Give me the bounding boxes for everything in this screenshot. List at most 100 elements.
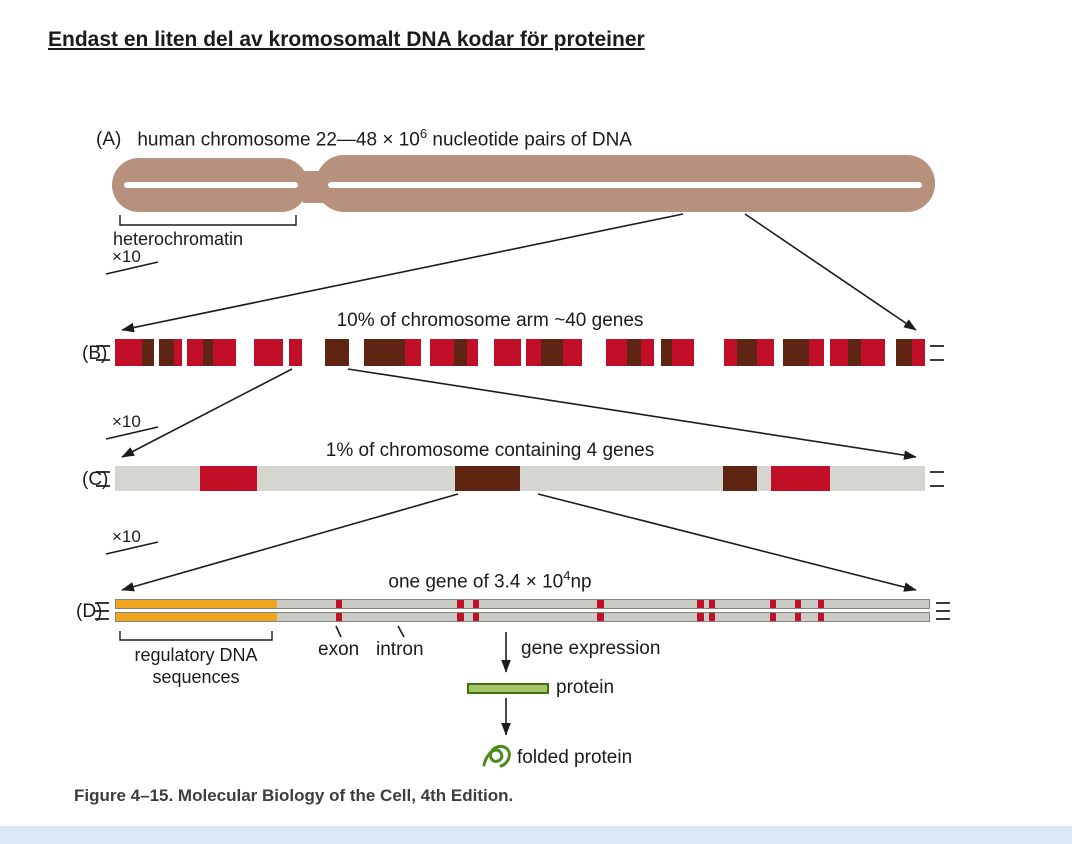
continuation-dashes-c-left bbox=[96, 471, 110, 487]
intron-label: intron bbox=[376, 639, 424, 660]
exon-stripe bbox=[817, 600, 825, 608]
dna-segment bbox=[671, 339, 695, 366]
dna-segment bbox=[289, 339, 303, 366]
heterochromatin-bracket bbox=[119, 215, 297, 226]
panel-a-heading-text: human chromosome 22—48 × 10 bbox=[137, 129, 420, 151]
exon-stripe bbox=[817, 613, 825, 621]
continuation-dashes-b-right bbox=[930, 345, 944, 361]
regulatory-dna-label-line2: sequences bbox=[152, 667, 240, 687]
panel-a-label: (A) bbox=[96, 129, 122, 151]
gene-block bbox=[455, 466, 520, 491]
panel-b-heading: 10% of chromosome arm ~40 genes bbox=[336, 310, 644, 331]
dna-segment bbox=[581, 339, 607, 366]
dna-segment bbox=[660, 339, 672, 366]
panel-d-label: (D) bbox=[76, 601, 103, 622]
scale-x10-label-1: ×10 bbox=[112, 247, 141, 266]
dna-segment bbox=[154, 339, 159, 366]
dna-bar-d bbox=[115, 599, 930, 622]
panel-a-heading: (A) human chromosome 22—48 × 106 nucleoti… bbox=[96, 126, 632, 151]
continuation-dashes-d-left bbox=[95, 602, 109, 620]
regulatory-dna-label-line1: regulatory DNA bbox=[134, 645, 258, 665]
exon-stripe bbox=[769, 613, 777, 621]
exon-stripe bbox=[708, 600, 716, 608]
dna-segment bbox=[912, 339, 926, 366]
exon-stripe bbox=[457, 600, 464, 608]
dna-segment bbox=[724, 339, 737, 366]
exon-stripe bbox=[708, 613, 716, 621]
dna-track bbox=[115, 599, 930, 609]
bottom-strip bbox=[0, 826, 1072, 844]
slide-title: Endast en liten del av kromosomalt DNA k… bbox=[48, 28, 645, 51]
regulatory-bracket bbox=[119, 631, 273, 641]
dna-segment bbox=[142, 339, 154, 366]
dna-segment bbox=[520, 339, 527, 366]
dna-segment bbox=[254, 339, 283, 366]
regulatory-dna-label: regulatory DNA sequences bbox=[134, 644, 257, 688]
dna-segment bbox=[477, 339, 495, 366]
dna-segment bbox=[348, 339, 364, 366]
dna-segment bbox=[736, 339, 758, 366]
dna-segment bbox=[282, 339, 290, 366]
zoom-line-a-b-left bbox=[121, 213, 684, 333]
panel-d-heading-suffix: np bbox=[570, 571, 592, 593]
exon-stripe bbox=[597, 600, 604, 608]
exon-stripe bbox=[457, 613, 464, 621]
dna-segment bbox=[429, 339, 455, 366]
dna-segment bbox=[641, 339, 655, 366]
exon-stripe bbox=[697, 600, 704, 608]
zoom-line-b-c-left bbox=[121, 368, 293, 458]
scale-x10-label-2: ×10 bbox=[112, 412, 141, 431]
dna-segment bbox=[540, 339, 564, 366]
dna-segment bbox=[494, 339, 521, 366]
panel-a-heading-exponent: 6 bbox=[419, 126, 428, 141]
protein-bar bbox=[467, 683, 549, 694]
regulatory-region bbox=[116, 600, 277, 608]
panel-d-heading-exponent: 4 bbox=[563, 568, 571, 583]
dna-segment bbox=[860, 339, 886, 366]
dna-segment bbox=[606, 339, 627, 366]
dna-segment bbox=[454, 339, 467, 366]
dna-segment bbox=[526, 339, 541, 366]
dna-segment bbox=[421, 339, 430, 366]
chromatid-gap-right bbox=[328, 182, 922, 188]
dna-segment bbox=[466, 339, 478, 366]
dna-segment bbox=[626, 339, 642, 366]
dna-segment bbox=[404, 339, 422, 366]
dna-segment bbox=[115, 339, 143, 366]
scale-tick-3 bbox=[105, 541, 159, 555]
dna-segment bbox=[158, 339, 174, 366]
dna-segment bbox=[363, 339, 405, 366]
panel-d-heading-text: one gene of 3.4 × 10 bbox=[388, 571, 564, 593]
dna-segment bbox=[324, 339, 349, 366]
exon-stripe bbox=[794, 613, 802, 621]
zoom-line-b-c-right bbox=[347, 368, 917, 460]
dna-segment bbox=[782, 339, 810, 366]
gene-block bbox=[200, 466, 257, 491]
dna-bar-c bbox=[115, 466, 925, 491]
dna-segment bbox=[173, 339, 183, 366]
dna-segment bbox=[202, 339, 214, 366]
dna-segment bbox=[895, 339, 913, 366]
dna-segment bbox=[757, 339, 774, 366]
gene-block bbox=[723, 466, 758, 491]
exon-stripe bbox=[697, 613, 704, 621]
dna-segment bbox=[829, 339, 849, 366]
exon-stripe bbox=[472, 600, 480, 608]
protein-label: protein bbox=[556, 677, 615, 698]
zoom-line-c-d-right bbox=[537, 493, 917, 592]
exon-stripe bbox=[597, 613, 604, 621]
gene-block bbox=[771, 466, 831, 491]
dna-segment bbox=[809, 339, 824, 366]
folded-protein-icon bbox=[482, 744, 511, 768]
exon-stripe bbox=[335, 600, 342, 608]
dna-segment bbox=[302, 339, 325, 366]
exon-stripe bbox=[472, 613, 480, 621]
dna-segment bbox=[848, 339, 861, 366]
folded-protein-label: folded protein bbox=[517, 747, 633, 768]
dna-segment bbox=[823, 339, 830, 366]
dna-bar-b bbox=[115, 339, 926, 366]
panel-a-heading-suffix: nucleotide pairs of DNA bbox=[427, 129, 632, 151]
dna-segment bbox=[885, 339, 896, 366]
